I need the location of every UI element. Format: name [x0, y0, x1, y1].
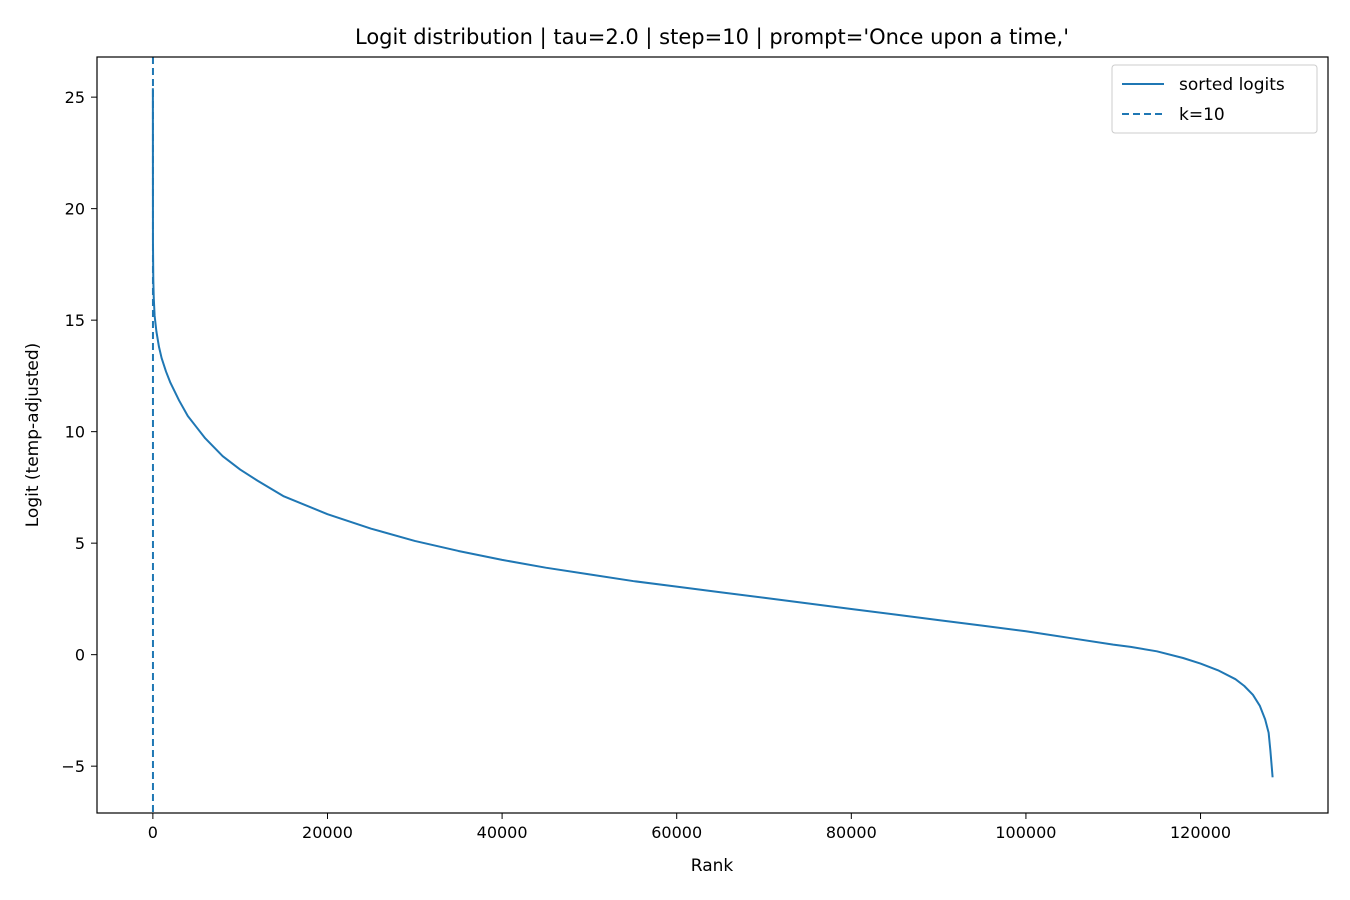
y-tick-label: −5 — [61, 757, 85, 776]
x-tick-label: 120000 — [1170, 823, 1231, 842]
y-tick-label: 25 — [65, 88, 85, 107]
y-tick-label: 5 — [75, 534, 85, 553]
y-axis: −5 0 5 10 15 20 25 — [61, 88, 97, 776]
y-tick-label: 10 — [65, 423, 85, 442]
x-tick-label: 60000 — [651, 823, 702, 842]
x-tick-label: 100000 — [995, 823, 1056, 842]
x-tick-label: 20000 — [302, 823, 353, 842]
y-tick-label: 15 — [65, 311, 85, 330]
x-tick-label: 40000 — [477, 823, 528, 842]
chart-title: Logit distribution | tau=2.0 | step=10 |… — [355, 25, 1069, 50]
y-axis-label: Logit (temp-adjusted) — [23, 343, 43, 528]
legend-label-k10: k=10 — [1179, 105, 1225, 125]
x-tick-label: 0 — [148, 823, 158, 842]
y-tick-label: 0 — [75, 646, 85, 665]
x-axis-label: Rank — [691, 856, 734, 876]
legend-label-sorted-logits: sorted logits — [1179, 75, 1285, 95]
x-axis: 0 20000 40000 60000 80000 100000 120000 — [148, 813, 1231, 842]
legend-box — [1111, 64, 1318, 134]
plot-frame — [96, 56, 1329, 814]
legend: sorted logits k=10 — [1111, 64, 1318, 134]
y-tick-label: 20 — [65, 200, 85, 219]
x-tick-label: 80000 — [826, 823, 877, 842]
series-sorted-logits-line — [151, 88, 1274, 778]
plot-area — [151, 57, 1274, 813]
